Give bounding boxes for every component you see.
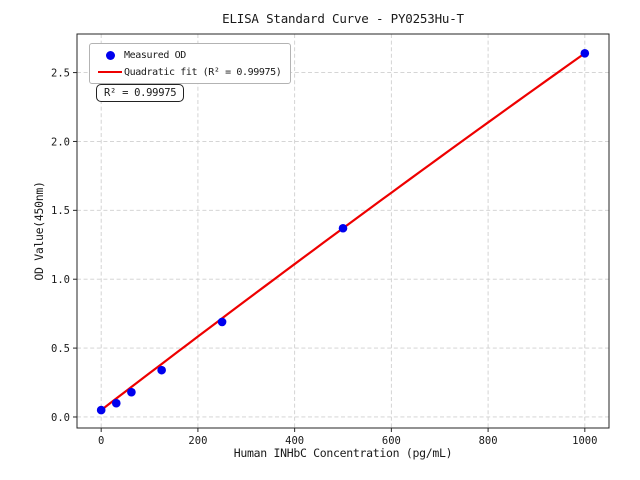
blue-dot-icon bbox=[105, 50, 115, 60]
legend-marker-cell bbox=[96, 50, 124, 60]
r-squared-annotation: R² = 0.99975 bbox=[96, 84, 185, 102]
legend-label-measured-od: Measured OD bbox=[124, 49, 186, 61]
chart-title: ELISA Standard Curve - PY0253Hu-T bbox=[222, 11, 464, 26]
data-point bbox=[157, 365, 166, 375]
data-point bbox=[338, 223, 348, 233]
y-tick-label: 2.5 bbox=[51, 67, 70, 79]
x-tick-label: 0 bbox=[98, 435, 104, 447]
x-tick-label: 1000 bbox=[572, 435, 597, 447]
x-axis-label: Human INHbC Concentration (pg/mL) bbox=[233, 446, 453, 460]
axis-ticks bbox=[73, 72, 586, 432]
data-point bbox=[580, 48, 590, 58]
y-tick-label: 1.5 bbox=[51, 205, 70, 217]
x-tick-label: 800 bbox=[479, 435, 498, 447]
x-tick-label: 400 bbox=[285, 435, 304, 447]
y-axis-label: OD Value(450nm) bbox=[32, 181, 46, 281]
y-tick-label: 2.0 bbox=[51, 136, 70, 148]
legend-label-quadratic-fit: Quadratic fit (R² = 0.99975) bbox=[124, 66, 282, 78]
data-point bbox=[96, 405, 106, 415]
data-point bbox=[127, 387, 136, 397]
y-tick-label: 0.0 bbox=[51, 412, 70, 424]
y-tick-label: 0.5 bbox=[51, 343, 70, 355]
plot-border bbox=[76, 33, 610, 429]
y-tick-label: 1.0 bbox=[51, 274, 70, 286]
legend-item-quadratic-fit: Quadratic fit (R² = 0.99975) bbox=[96, 65, 282, 79]
red-line-icon bbox=[98, 70, 122, 74]
data-point bbox=[111, 398, 121, 408]
legend-item-measured-od: Measured OD bbox=[96, 48, 281, 62]
data-point bbox=[217, 317, 227, 327]
x-tick-label: 200 bbox=[188, 435, 207, 447]
legend-marker-cell bbox=[96, 70, 124, 74]
legend: Measured OD Quadratic fit (R² = 0.99975) bbox=[89, 43, 292, 84]
x-tick-label: 600 bbox=[382, 435, 401, 447]
data-point-layer bbox=[96, 48, 590, 415]
axis-tick-labels: 0 200 400 600 800 1000 0.0 0.5 1.0 1.5 2.0 2.5 bbox=[51, 67, 597, 447]
